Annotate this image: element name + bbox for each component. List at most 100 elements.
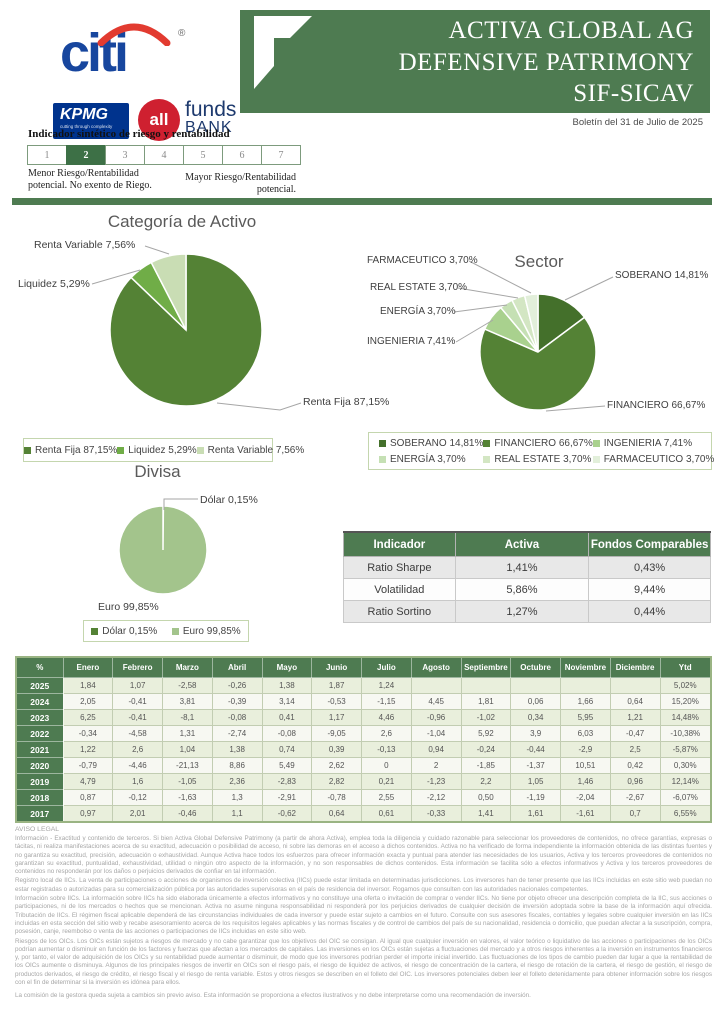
label-farmaceutico: FARMACEUTICO 3,70% [367, 255, 478, 266]
indicator-row-ratio-sharpe: Ratio Sharpe 1,41% 0,43% [343, 556, 711, 579]
legend-swatch [379, 439, 386, 447]
monthly-value-cell: 5,92 [460, 725, 512, 742]
label-financiero: FINANCIERO 66,67% [607, 400, 706, 411]
month-header-cell: Julio [361, 656, 412, 678]
monthly-value-cell: 15,20% [659, 693, 712, 710]
risk-level-7: 7 [261, 145, 301, 165]
row-year: 2020 [15, 757, 64, 774]
monthly-value-cell: 1,81 [460, 693, 512, 710]
indicator-cell: 1,41% [454, 556, 590, 579]
legend-item-farmaceutico: FARMACEUTICO 3,70% [592, 454, 714, 465]
monthly-value-cell: 0,7 [609, 805, 661, 823]
legend-item-renta-fija: Renta Fija 87,15% [24, 445, 117, 456]
monthly-value-cell: 5,49 [261, 757, 313, 774]
legal-paragraph-1: Información - Exactitud y contenido de t… [15, 835, 712, 876]
legend-item-dólar: Dólar 0,15% [91, 626, 157, 637]
monthly-value-cell: 1,61 [510, 805, 561, 823]
legend-label: Liquidez 5,29% [128, 444, 197, 456]
legend-item-energía: ENERGÍA 3,70% [379, 454, 483, 465]
monthly-value-cell: 0,30% [659, 757, 712, 774]
fund-title-line3: SIF-SICAV [573, 80, 694, 107]
monthly-value-cell: -0,26 [211, 677, 263, 694]
monthly-value-cell: 2,6 [112, 741, 163, 758]
kpmg-tagline: cutting through complexity [60, 123, 113, 129]
flag-icon [254, 16, 312, 89]
legal-paragraph-3: Información sobre IICs. La información s… [15, 895, 712, 936]
monthly-value-cell: 3,81 [162, 693, 213, 710]
legend-swatch [91, 627, 99, 635]
indicator-cell: 0,43% [588, 556, 711, 579]
monthly-value-cell: -1,85 [460, 757, 512, 774]
legend-item-ingenieria: INGENIERIA 7,41% [592, 438, 715, 449]
monthly-value-cell: -1,37 [510, 757, 561, 774]
bulletin-date: Boletín del 31 de Julio de 2025 [572, 117, 703, 128]
monthly-value-cell: 2,6 [361, 725, 412, 742]
label-euro: Euro 99,85% [98, 601, 159, 613]
monthly-value-cell [460, 677, 512, 694]
row-year: 2023 [15, 709, 64, 726]
citi-logo: citi [60, 23, 129, 83]
monthly-value-cell: -0,08 [211, 709, 263, 726]
monthly-value-cell: -0,12 [112, 789, 163, 806]
risk-level-3: 3 [105, 145, 145, 165]
monthly-value-cell: -2,74 [211, 725, 263, 742]
monthly-value-cell: 1,24 [361, 677, 412, 694]
monthly-value-cell: -0,39 [211, 693, 263, 710]
month-header-cell: Noviembre [560, 656, 611, 678]
legend-item-renta-variable: Renta Variable 7,56% [196, 445, 304, 456]
monthly-value-cell: 2,62 [311, 757, 362, 774]
indicator-table-header: Indicador Activa Fondos Comparables [343, 531, 711, 557]
monthly-value-cell: 1,22 [62, 741, 114, 758]
label-ingenieria: INGENIERIA 7,41% [367, 336, 456, 347]
monthly-value-cell: 1,17 [311, 709, 362, 726]
legend-swatch [483, 439, 491, 447]
monthly-value-cell: 0,94 [410, 741, 462, 758]
currency-legend: Dólar 0,15% Euro 99,85% [83, 620, 249, 642]
monthly-value-cell: -1,61 [560, 805, 611, 823]
legend-swatch [379, 455, 386, 463]
monthly-value-cell: -9,05 [311, 725, 362, 742]
legal-title: AVISO LEGAL [15, 826, 60, 833]
legal-paragraph-2: Registro local de IICs. La venta de part… [15, 877, 712, 893]
legend-swatch [196, 446, 204, 454]
monthly-value-cell: 4,79 [62, 773, 114, 790]
month-header-cell: % [15, 656, 64, 678]
legend-item-financiero: FINANCIERO 66,67% [483, 438, 593, 449]
indicator-header-cell: Activa [454, 531, 590, 557]
monthly-value-cell: -2,83 [261, 773, 313, 790]
row-year: 2021 [15, 741, 64, 758]
monthly-value-cell: 5,95 [560, 709, 611, 726]
risk-level-5: 5 [183, 145, 223, 165]
month-header-cell: Abril [211, 656, 263, 678]
month-header-cell: Agosto [410, 656, 462, 678]
asset-category-chart-title: Categoría de Activo [107, 212, 257, 231]
monthly-value-cell: 5,02% [659, 677, 712, 694]
monthly-value-cell: -0,33 [410, 805, 462, 823]
legend-label: Renta Fija 87,15% [35, 444, 118, 456]
legend-item-real-estate: REAL ESTATE 3,70% [483, 454, 592, 465]
title-banner: ACTIVA GLOBAL AG DEFENSIVE PATRIMONY SIF… [240, 10, 710, 113]
monthly-value-cell: 0,39 [311, 741, 362, 758]
risk-caption-lower: Menor Riesgo/Rentabilidad potencial. No … [28, 168, 152, 191]
legend-label: Dólar 0,15% [102, 625, 158, 637]
month-header-cell: Diciembre [609, 656, 661, 678]
month-header-cell: Junio [311, 656, 362, 678]
monthly-value-cell: 1,21 [609, 709, 661, 726]
monthly-value-cell: -1,02 [460, 709, 512, 726]
legend-swatch [592, 455, 600, 463]
monthly-row-2023: 2023 6,25 -0,41 -8,1 -0,08 0,41 1,17 4,46 -0,96-… [15, 709, 712, 726]
monthly-value-cell: 3,14 [261, 693, 313, 710]
monthly-row-2020: 2020 -0,79 -4,46 -21,13 8,86 5,49 2,62 0 2 -1,85-… [15, 757, 712, 774]
indicator-cell: 1,27% [454, 600, 590, 623]
indicator-cell: 5,86% [454, 578, 590, 601]
monthly-value-cell: -5,87% [659, 741, 712, 758]
section-divider [12, 198, 712, 205]
label-renta-fija: Renta Fija 87,15% [303, 396, 390, 408]
monthly-value-cell: -0,78 [311, 789, 362, 806]
monthly-value-cell: 1,87 [311, 677, 362, 694]
monthly-returns-table: % Enero Febrero Marzo Abril Mayo Junio Julio Ago… [15, 656, 712, 823]
monthly-table-header: % Enero Febrero Marzo Abril Mayo Junio Julio Ago… [15, 656, 712, 678]
monthly-value-cell: 0,34 [510, 709, 561, 726]
monthly-value-cell: 0,97 [62, 805, 114, 823]
